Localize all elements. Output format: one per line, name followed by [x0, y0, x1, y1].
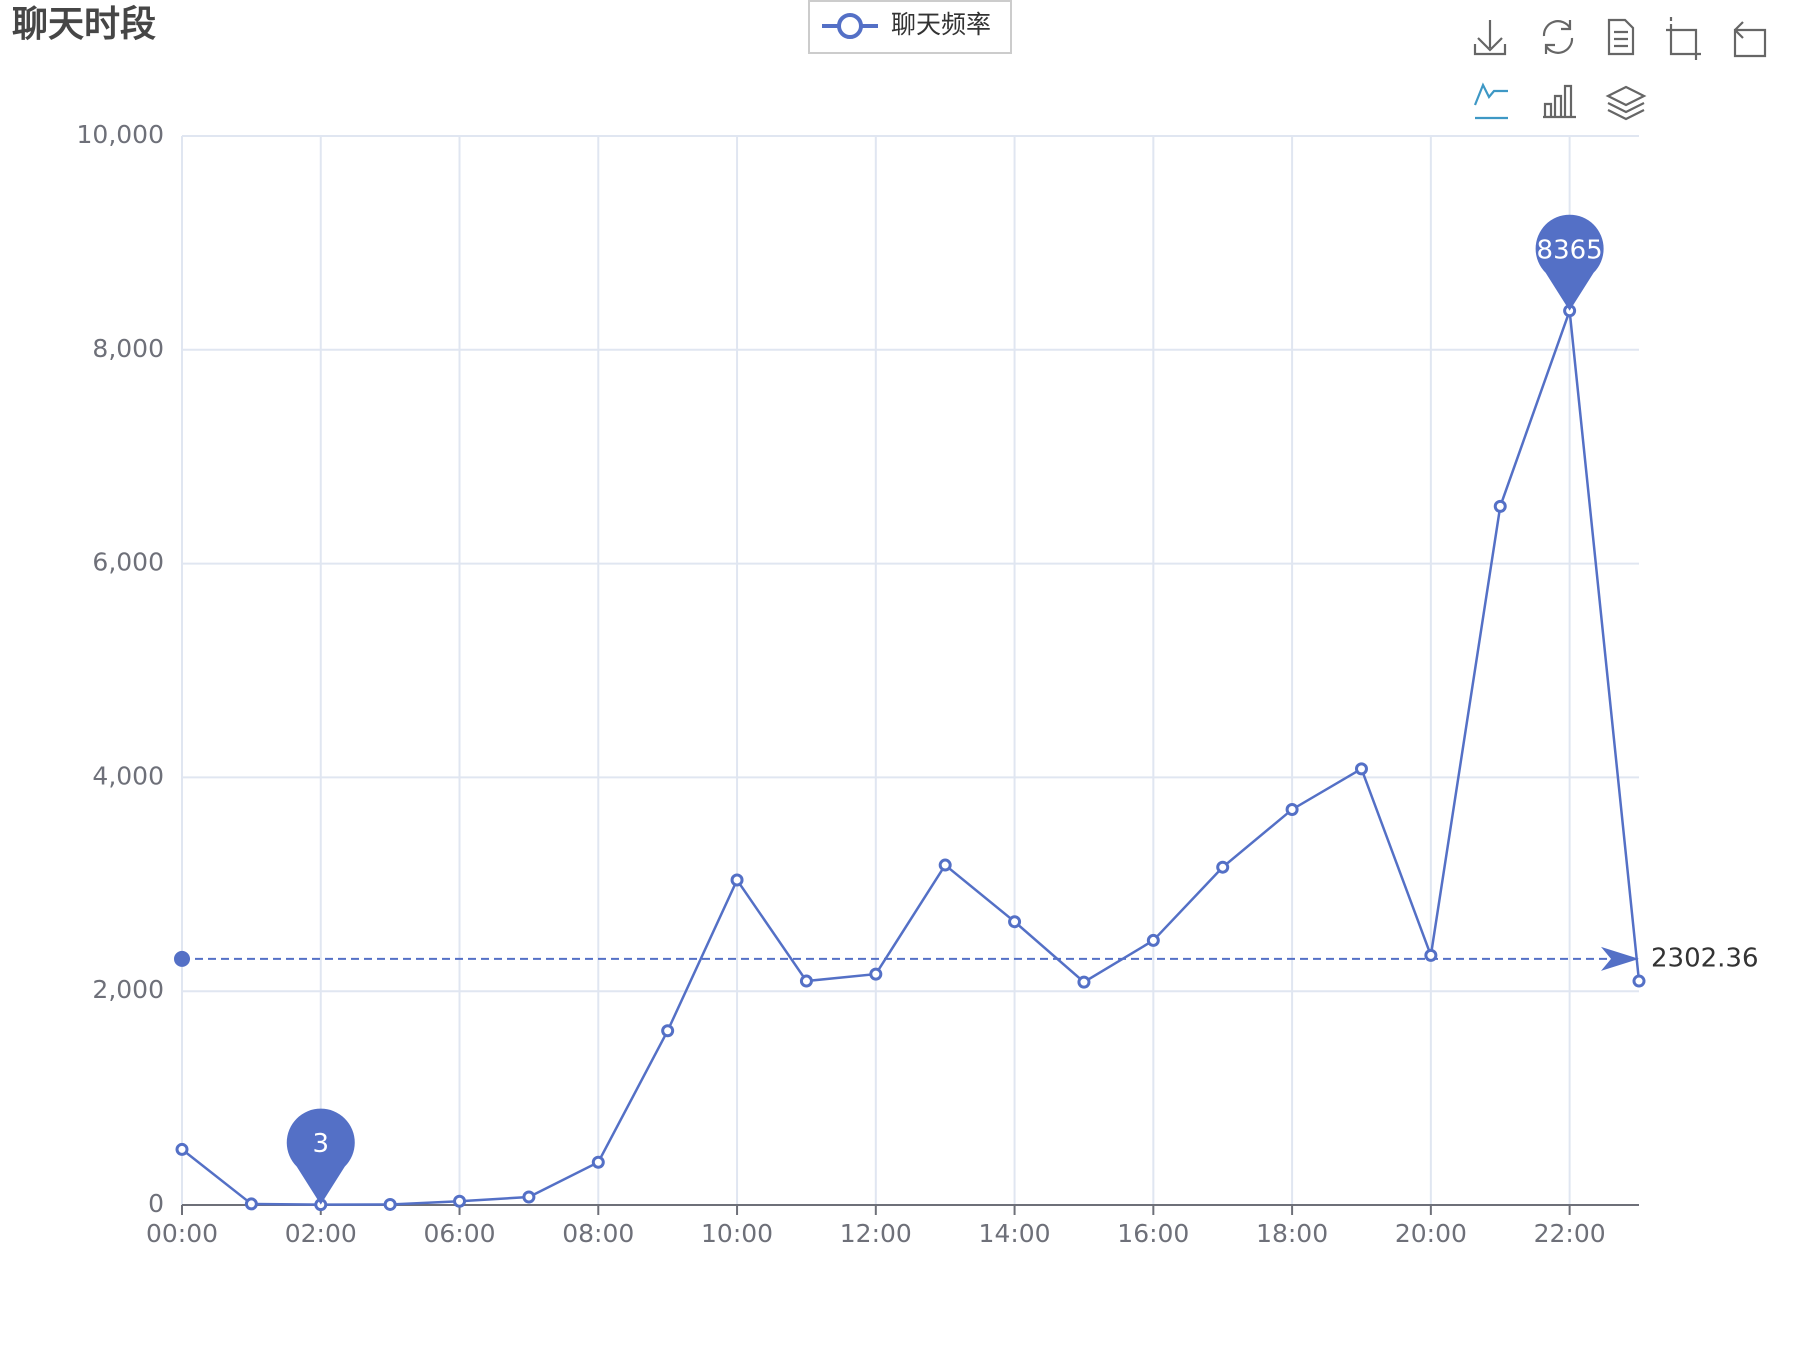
point [869, 967, 883, 981]
data-view-icon[interactable] [1607, 18, 1635, 56]
average-start [174, 950, 190, 967]
point [383, 1197, 397, 1211]
chart-title: 聊天时段 [12, 4, 156, 45]
stack-icon[interactable] [1605, 85, 1647, 121]
zoom-icon[interactable] [1666, 17, 1701, 60]
x-tick-label: 02:00 [285, 1219, 357, 1248]
point [522, 1190, 536, 1204]
y-tick-label: 4,000 [92, 761, 164, 790]
point [1146, 933, 1160, 947]
point [799, 974, 813, 988]
y-tick-label: 6,000 [92, 548, 164, 577]
mark-pin [1535, 214, 1604, 311]
x-tick-label: 12:00 [840, 1219, 912, 1248]
mark-pin-label: 3 [312, 1129, 329, 1159]
y-tick-label: 8,000 [92, 334, 164, 363]
save-icon[interactable] [1473, 20, 1507, 56]
point [591, 1155, 605, 1169]
mark-pin-label: 8365 [1537, 235, 1603, 265]
point [938, 858, 952, 872]
average-arrow [1601, 946, 1639, 971]
restore-icon[interactable] [1542, 20, 1574, 54]
point [453, 1194, 467, 1208]
point [1008, 915, 1022, 929]
x-tick-label: 06:00 [424, 1219, 496, 1248]
zoom-back-icon[interactable] [1733, 21, 1767, 58]
x-tick-label: 08:00 [562, 1219, 634, 1248]
toolbox [1473, 17, 1767, 121]
point [175, 1142, 189, 1156]
y-tick-label: 0 [148, 1189, 164, 1218]
x-tick-label: 14:00 [979, 1219, 1051, 1248]
x-tick-label: 22:00 [1534, 1219, 1606, 1248]
x-tick-label: 10:00 [701, 1219, 773, 1248]
legend-symbol [837, 13, 863, 39]
point [661, 1024, 675, 1038]
x-tick-label: 20:00 [1395, 1219, 1467, 1248]
y-tick-label: 2,000 [92, 975, 164, 1004]
legend-label: 聊天频率 [891, 10, 991, 39]
line-icon[interactable] [1473, 82, 1508, 120]
legend[interactable]: 聊天频率 [808, 0, 1012, 54]
average-label: 2302.36 [1651, 943, 1759, 973]
series-line [181, 310, 1641, 1206]
point [1424, 948, 1438, 962]
point [1216, 860, 1230, 874]
x-tick-label: 18:00 [1256, 1219, 1328, 1248]
mark-pin [286, 1108, 355, 1205]
x-tick-label: 16:00 [1117, 1219, 1189, 1248]
point [244, 1197, 258, 1211]
bar-icon[interactable] [1543, 84, 1576, 119]
point [1493, 499, 1507, 513]
point [1285, 802, 1299, 816]
y-tick-label: 10,000 [77, 120, 164, 149]
x-tick-label: 00:00 [146, 1219, 218, 1248]
point [1077, 975, 1091, 989]
point [1632, 974, 1646, 988]
point [730, 873, 744, 887]
point [1354, 762, 1368, 776]
